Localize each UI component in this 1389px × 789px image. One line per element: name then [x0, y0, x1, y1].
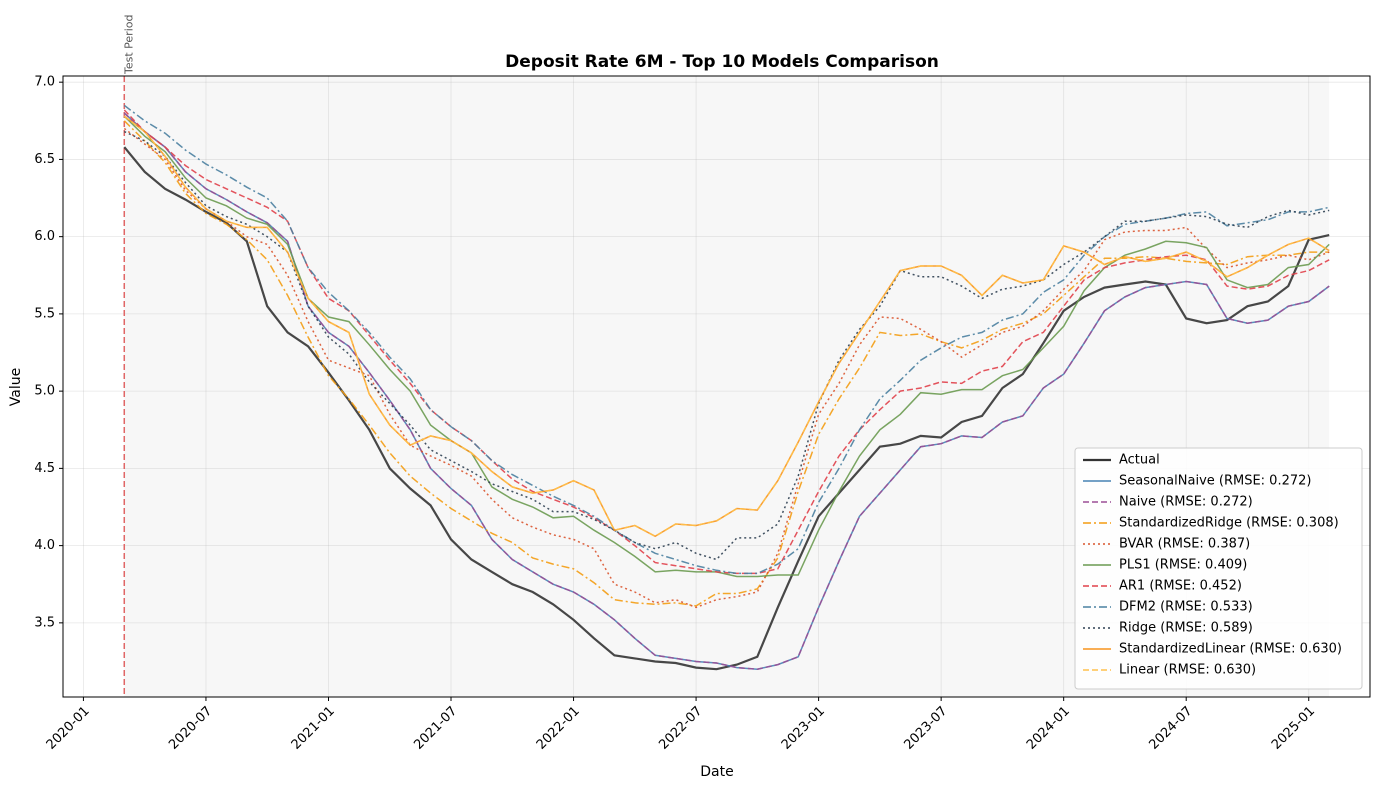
- y-tick-label: 6.5: [34, 152, 55, 167]
- legend-label: Linear (RMSE: 0.630): [1119, 663, 1256, 678]
- series-line: [123, 112, 1330, 670]
- chart-title: Deposit Rate 6M - Top 10 Models Comparis…: [505, 52, 939, 72]
- y-tick-label: 4.5: [34, 461, 55, 476]
- x-axis-label: Date: [700, 764, 733, 780]
- series-line: [123, 109, 1330, 575]
- legend-label: Ridge (RMSE: 0.589): [1119, 621, 1253, 636]
- legend-label: StandardizedRidge (RMSE: 0.308): [1119, 516, 1339, 531]
- series-line: [123, 115, 1330, 578]
- y-tick-label: 5.5: [34, 306, 55, 321]
- y-tick-label: 3.5: [34, 615, 55, 630]
- y-tick-label: 6.0: [34, 229, 55, 244]
- series-line: [123, 127, 1330, 609]
- legend-box: [1074, 447, 1363, 690]
- plot-frame: [62, 75, 1371, 698]
- y-tick-label: 4.0: [34, 538, 55, 553]
- series-line: [123, 120, 1330, 607]
- legend-label: Actual: [1119, 453, 1160, 468]
- legend-label: Naive (RMSE: 0.272): [1119, 495, 1253, 510]
- y-axis-label: Value: [8, 368, 24, 406]
- series-line: [123, 130, 1330, 561]
- legend-label: PLS1 (RMSE: 0.409): [1119, 558, 1247, 573]
- y-tick-label: 7.0: [34, 75, 55, 90]
- legend-label: StandardizedLinear (RMSE: 0.630): [1119, 642, 1342, 657]
- legend-label: DFM2 (RMSE: 0.533): [1119, 600, 1253, 615]
- y-tick-label: 5.0: [34, 384, 55, 399]
- series-line: [123, 104, 1330, 575]
- annotation: Test Period: [122, 15, 135, 75]
- series-line: [123, 115, 1330, 538]
- legend-label: AR1 (RMSE: 0.452): [1119, 579, 1242, 594]
- legend-label: SeasonalNaive (RMSE: 0.272): [1119, 474, 1311, 489]
- legend-label: BVAR (RMSE: 0.387): [1119, 537, 1250, 552]
